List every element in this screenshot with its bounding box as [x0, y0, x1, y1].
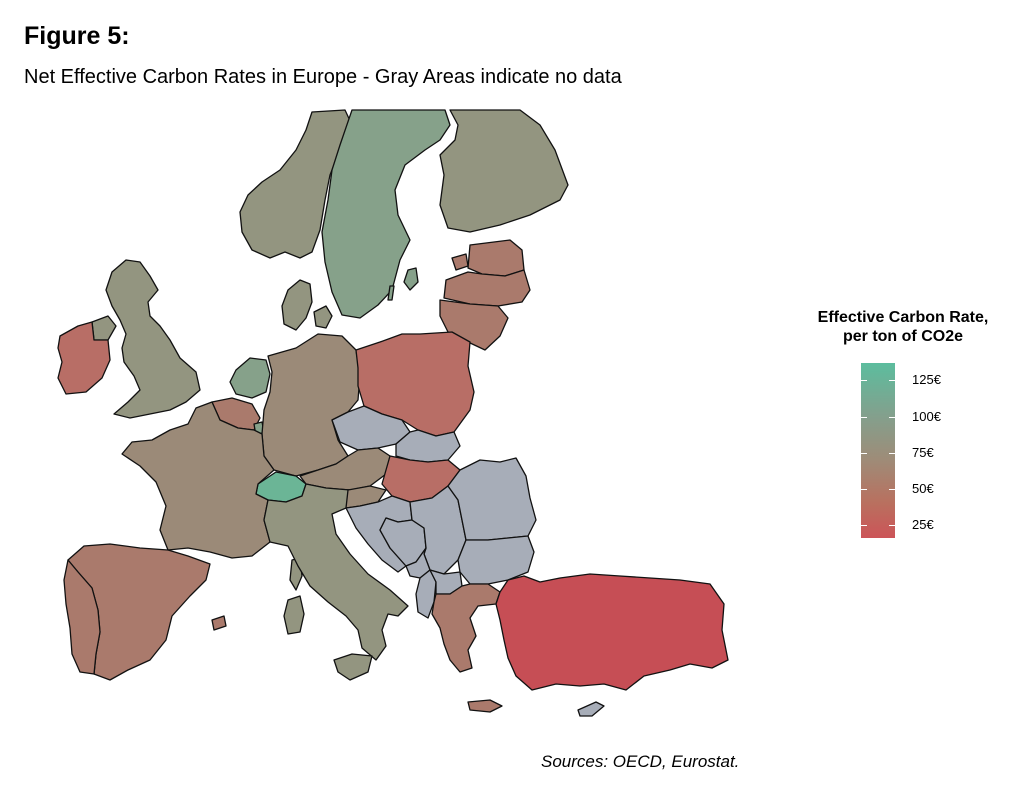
- region-germany: [261, 333, 361, 477]
- region-montenegro: [405, 547, 431, 579]
- legend-color-bar: [861, 363, 895, 538]
- region-sweden: [321, 109, 451, 319]
- figure-subtitle: Net Effective Carbon Rates in Europe - G…: [24, 66, 622, 88]
- legend: Effective Carbon Rate, per ton of CO2e 1…: [788, 308, 1018, 538]
- region-crete: [467, 699, 503, 713]
- region-oland: [387, 285, 395, 301]
- region-italy: [263, 483, 409, 661]
- region-balearic: [211, 615, 227, 631]
- region-turkey: [495, 573, 729, 691]
- legend-title-line1: Effective Carbon Rate,: [817, 309, 989, 326]
- region-northern-ireland: [91, 315, 117, 341]
- figure-title: Figure 5:: [24, 22, 130, 50]
- region-lithuania: [439, 299, 509, 351]
- region-romania: [447, 457, 537, 541]
- europe-map: [57, 109, 729, 717]
- region-gotland: [403, 267, 419, 291]
- region-greece: [431, 583, 501, 673]
- region-netherlands: [229, 357, 271, 399]
- region-finland: [439, 109, 569, 233]
- legend-label-25: 25€: [912, 517, 934, 532]
- region-saaremaa: [451, 253, 469, 271]
- source-note: Sources: OECD, Eurostat.: [541, 752, 740, 771]
- region-poland: [355, 331, 475, 437]
- legend-label-100: 100€: [912, 409, 941, 424]
- legend-title-line2: per ton of CO2e: [842, 328, 963, 345]
- legend-label-125: 125€: [912, 372, 941, 387]
- region-france: [121, 401, 275, 559]
- region-sardinia: [283, 595, 305, 635]
- region-uk: [105, 259, 201, 419]
- region-portugal: [63, 559, 101, 675]
- region-bulgaria: [457, 535, 535, 585]
- region-ireland: [57, 321, 111, 395]
- region-latvia: [443, 269, 531, 307]
- legend-label-75: 75€: [912, 445, 934, 460]
- legend-label-50: 50€: [912, 481, 934, 496]
- region-denmark: [281, 279, 333, 331]
- region-sicily: [333, 653, 373, 681]
- region-estonia: [467, 239, 525, 277]
- region-cyprus: [577, 701, 605, 717]
